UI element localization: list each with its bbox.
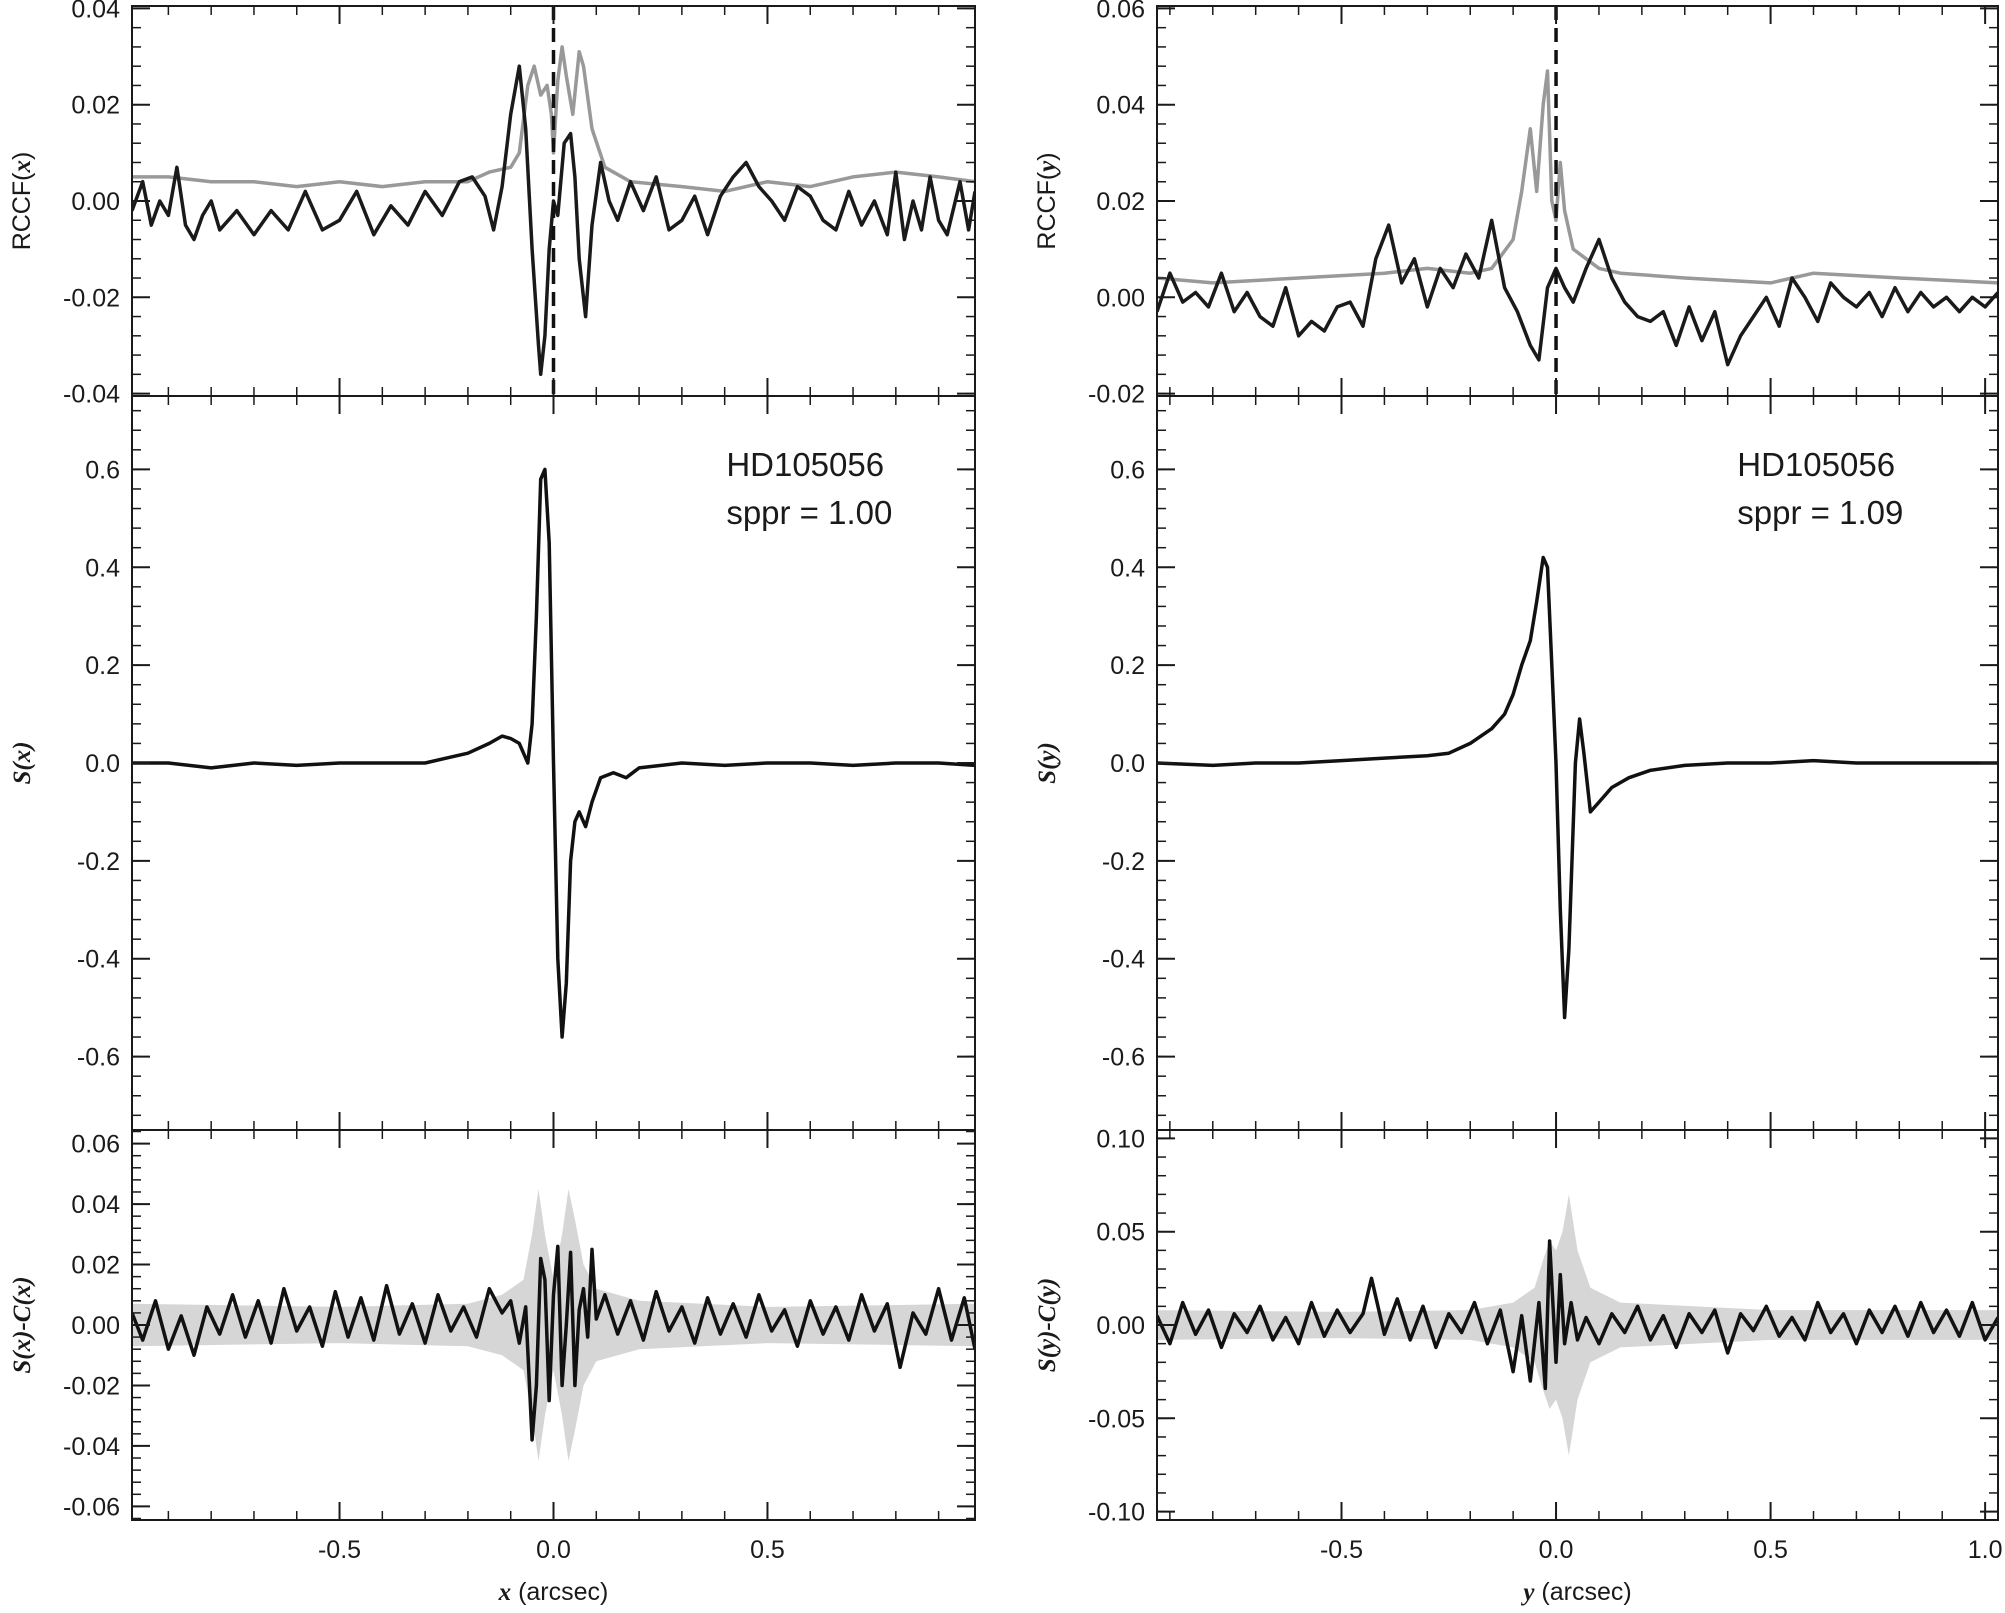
panel-left-2: -0.6 -0.4 -0.2 0.0 0.2 0.4 0.6 S(x) HD105056 sppr… — [9, 395, 976, 1131]
y-tick-label: -0.6 — [77, 1044, 120, 1072]
series-line-1 — [132, 1244, 975, 1442]
y-axis-title: RCCF(x) — [8, 152, 36, 251]
y-tick-label: 0.00 — [71, 1312, 120, 1340]
x-tick-label: 0.5 — [750, 1536, 785, 1564]
series-line-2 — [132, 64, 975, 377]
annotation-line-2: sppr = 1.00 — [726, 494, 892, 531]
y-tick-label: -0.02 — [63, 284, 120, 312]
x-tick-label: 1.0 — [1968, 1536, 2003, 1564]
series-line-1 — [1157, 1239, 1998, 1391]
annotation-line-2: sppr = 1.09 — [1737, 494, 1903, 531]
y-tick-label: 0.6 — [1110, 456, 1145, 484]
series-line-1 — [132, 467, 975, 1039]
y-axis-title: S(x)-C(x) — [9, 1276, 36, 1373]
y-tick-label: 0.6 — [85, 456, 120, 484]
y-tick-label: 0.10 — [1096, 1125, 1145, 1153]
panel-right-3: -0.10 -0.05 0.00 0.05 0.10 S(y)-C(y) -0.5 0.0 0.… — [1034, 1125, 2003, 1606]
series-line-2 — [1157, 218, 1998, 367]
y-tick-label: 0.02 — [71, 92, 120, 120]
y-tick-label: -0.04 — [63, 1433, 120, 1461]
y-tick-label: -0.02 — [1088, 381, 1145, 409]
y-axis-title: S(y) — [1034, 742, 1061, 784]
y-tick-label: 0.04 — [71, 1191, 120, 1219]
y-tick-label: 0.04 — [71, 0, 120, 23]
y-tick-label: 0.02 — [71, 1252, 120, 1280]
y-tick-label: 0.2 — [85, 652, 120, 680]
y-tick-label: -0.4 — [77, 946, 120, 974]
uncertainty-band — [1157, 1194, 1998, 1456]
y-tick-label: 0.04 — [1096, 92, 1145, 120]
y-tick-label: 0.00 — [1096, 284, 1145, 312]
x-tick-label: 0.0 — [536, 1536, 571, 1564]
y-tick-label: 0.4 — [85, 554, 120, 582]
panel-right-2: -0.6 -0.4 -0.2 0.0 0.2 0.4 0.6 S(y) HD105056 sppr… — [1034, 395, 1999, 1131]
y-tick-label: 0.4 — [1110, 554, 1145, 582]
x-tick-label: -0.5 — [318, 1536, 361, 1564]
y-tick-label: 0.0 — [85, 750, 120, 778]
y-axis-title: S(x) — [9, 741, 36, 784]
y-tick-label: -0.02 — [63, 1372, 120, 1400]
panel-right-1: -0.02 0.00 0.02 0.04 0.06 RCCF(y) — [1033, 0, 1999, 409]
y-tick-label: 0.06 — [71, 1131, 120, 1159]
series-line-1 — [1157, 555, 1998, 1020]
y-tick-label: -0.10 — [1088, 1499, 1145, 1527]
y-tick-label: -0.06 — [63, 1493, 120, 1521]
y-tick-label: 0.00 — [71, 188, 120, 216]
y-tick-label: 0.2 — [1110, 652, 1145, 680]
y-tick-label: 0.00 — [1096, 1312, 1145, 1340]
figure-column-left: -0.04-0.020.000.020.04RCCF(x)-0.6-0.4-0.… — [8, 0, 976, 1606]
series-line-1 — [1157, 69, 1998, 285]
y-tick-label: -0.04 — [63, 381, 120, 409]
y-tick-label: -0.2 — [1102, 848, 1145, 876]
panel-left-3: -0.06 -0.04 -0.02 0.00 0.02 0.04 0.06 S(x)-C(x)… — [9, 1129, 976, 1606]
y-tick-label: -0.6 — [1102, 1044, 1145, 1072]
annotation-line-1: HD105056 — [1737, 446, 1895, 483]
x-tick-label: 0.0 — [1539, 1536, 1574, 1564]
y-tick-label: -0.4 — [1102, 946, 1145, 974]
x-axis-title: y (arcsec) — [1520, 1578, 1631, 1606]
y-tick-label: 0.05 — [1096, 1219, 1145, 1247]
panel-frame — [1156, 5, 1999, 397]
y-axis-title: RCCF(y) — [1033, 152, 1061, 249]
annotation-line-1: HD105056 — [726, 446, 884, 483]
y-tick-label: 0.06 — [1096, 0, 1145, 23]
series-line-1 — [132, 45, 975, 194]
x-tick-label: 0.5 — [1753, 1536, 1788, 1564]
panel-left-1: -0.04 -0.02 0.00 0.02 0.04 RCCF(x) — [8, 0, 976, 409]
x-axis-title: x (arcsec) — [498, 1578, 609, 1606]
plots-layer: -0.04-0.020.000.020.04RCCF(x)-0.6-0.4-0.… — [8, 0, 2003, 1606]
x-tick-label: -0.5 — [1320, 1536, 1363, 1564]
y-axis-title: S(y)-C(y) — [1034, 1278, 1061, 1372]
y-tick-label: 0.0 — [1110, 750, 1145, 778]
y-tick-label: -0.2 — [77, 848, 120, 876]
figure-column-right: -0.02 0.00 0.02 0.04 0.06 RCCF(y) -0.6 -0.4 -0.2… — [1033, 0, 2003, 1606]
y-tick-label: -0.05 — [1088, 1405, 1145, 1433]
y-tick-label: 0.02 — [1096, 188, 1145, 216]
